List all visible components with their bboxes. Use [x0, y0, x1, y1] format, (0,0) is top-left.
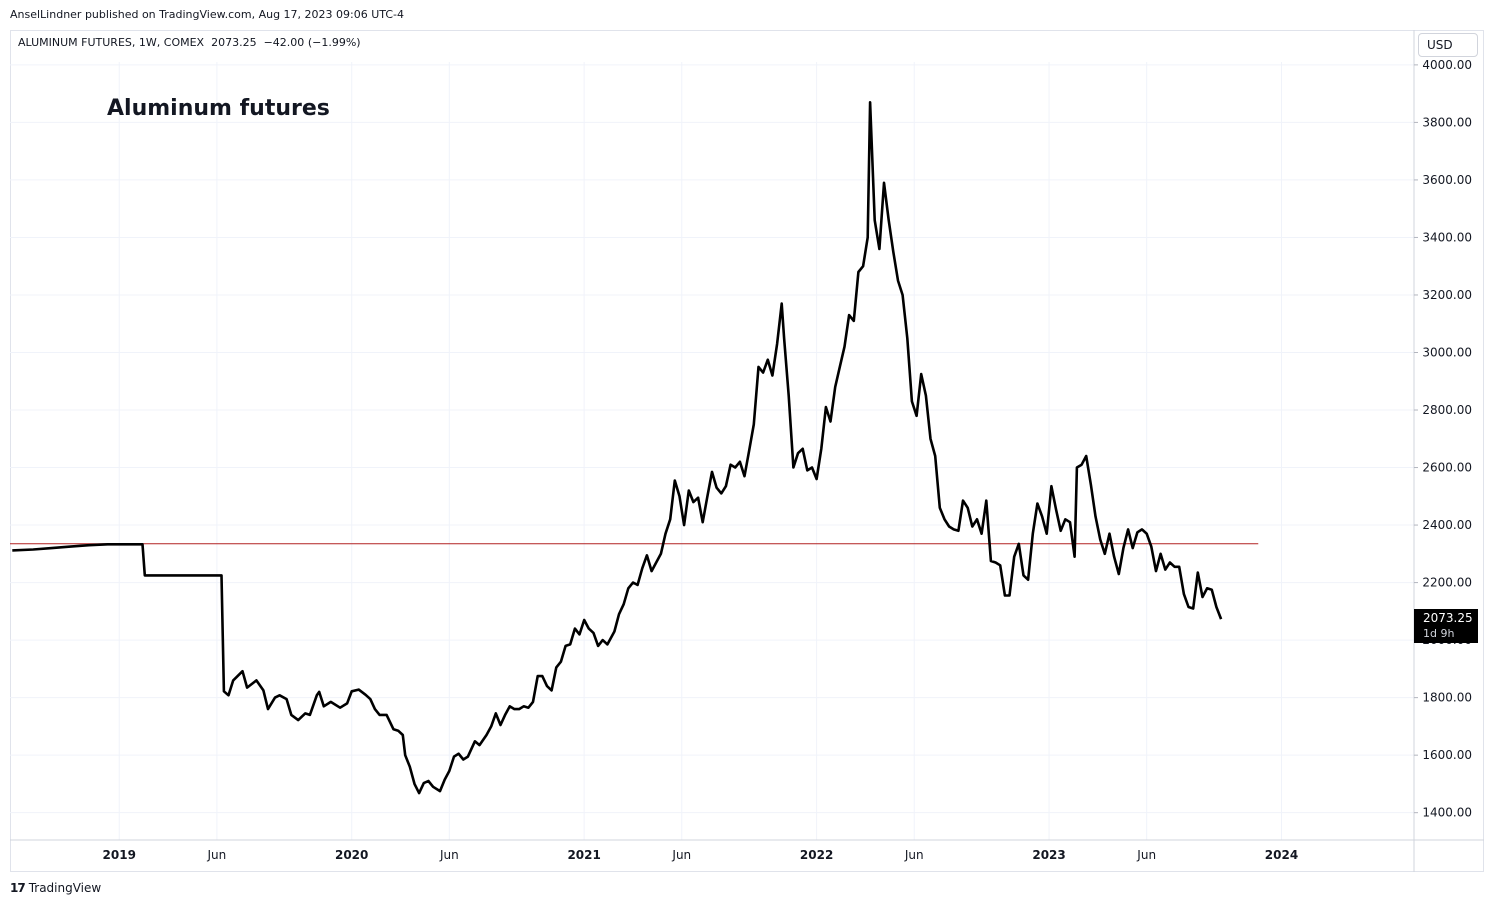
y-tick-label: 4000.00	[1422, 58, 1472, 72]
y-tick-label: 3800.00	[1422, 115, 1472, 129]
bar-countdown: 1d 9h	[1423, 627, 1455, 640]
y-tick-label: 2400.00	[1422, 518, 1472, 532]
x-tick-label: 2021	[567, 848, 600, 862]
y-tick-label: 3000.00	[1422, 345, 1472, 359]
series-layer	[12, 101, 1223, 795]
symbol-interval: 1W	[138, 36, 157, 49]
symbol-change-pct: (−1.99%)	[307, 36, 361, 49]
tradingview-branding[interactable]: 17 TradingView	[10, 881, 101, 895]
x-tick-label: 2019	[103, 848, 136, 862]
x-tick-label: 2020	[335, 848, 368, 862]
price-line-series	[12, 101, 1223, 795]
y-tick-label: 2200.00	[1422, 576, 1472, 590]
currency-button[interactable]: USD	[1418, 33, 1478, 57]
y-tick-label: 1800.00	[1422, 691, 1472, 705]
y-tick-label: 3600.00	[1422, 173, 1472, 187]
symbol-change: −42.00	[263, 36, 305, 49]
last-price-value: 2073.25	[1423, 611, 1473, 625]
x-tick-label: Jun	[1136, 848, 1156, 862]
y-tick-label: 3400.00	[1422, 230, 1472, 244]
y-tick-label: 2600.00	[1422, 461, 1472, 475]
symbol-legend[interactable]: ALUMINUM FUTURES, 1W, COMEX 2073.25 −42.…	[18, 36, 361, 49]
y-axis: 1400.001600.001800.002000.002200.002400.…	[1413, 30, 1472, 872]
chart-frame	[10, 30, 1484, 872]
last-price-label: 2073.25 1d 9h	[1414, 609, 1478, 643]
x-tick-label: 2022	[800, 848, 833, 862]
x-tick-label: 2023	[1032, 848, 1065, 862]
symbol-exchange: COMEX	[163, 36, 205, 49]
y-tick-label: 1400.00	[1422, 806, 1472, 820]
tradingview-brand-text: TradingView	[28, 881, 102, 895]
chart-annotation[interactable]: Aluminum futures	[107, 96, 330, 121]
y-tick-label: 3200.00	[1422, 288, 1472, 302]
tradingview-logo-icon: 17	[10, 881, 26, 895]
symbol-price: 2073.25	[211, 36, 257, 49]
y-tick-label: 1600.00	[1422, 748, 1472, 762]
y-tick-label: 2800.00	[1422, 403, 1472, 417]
x-tick-label: 2024	[1265, 848, 1298, 862]
x-tick-label: Jun	[904, 848, 924, 862]
publisher-info: AnselLindner published on TradingView.co…	[10, 8, 405, 21]
x-tick-label: Jun	[671, 848, 691, 862]
x-axis: 2019 Jun 2020 Jun 2021 Jun 2022 Jun 2023 Jun 2024	[10, 839, 1484, 862]
x-tick-label: Jun	[207, 848, 227, 862]
x-tick-label: Jun	[439, 848, 459, 862]
symbol-name: ALUMINUM FUTURES	[18, 36, 132, 49]
chart-grid	[10, 62, 1414, 840]
